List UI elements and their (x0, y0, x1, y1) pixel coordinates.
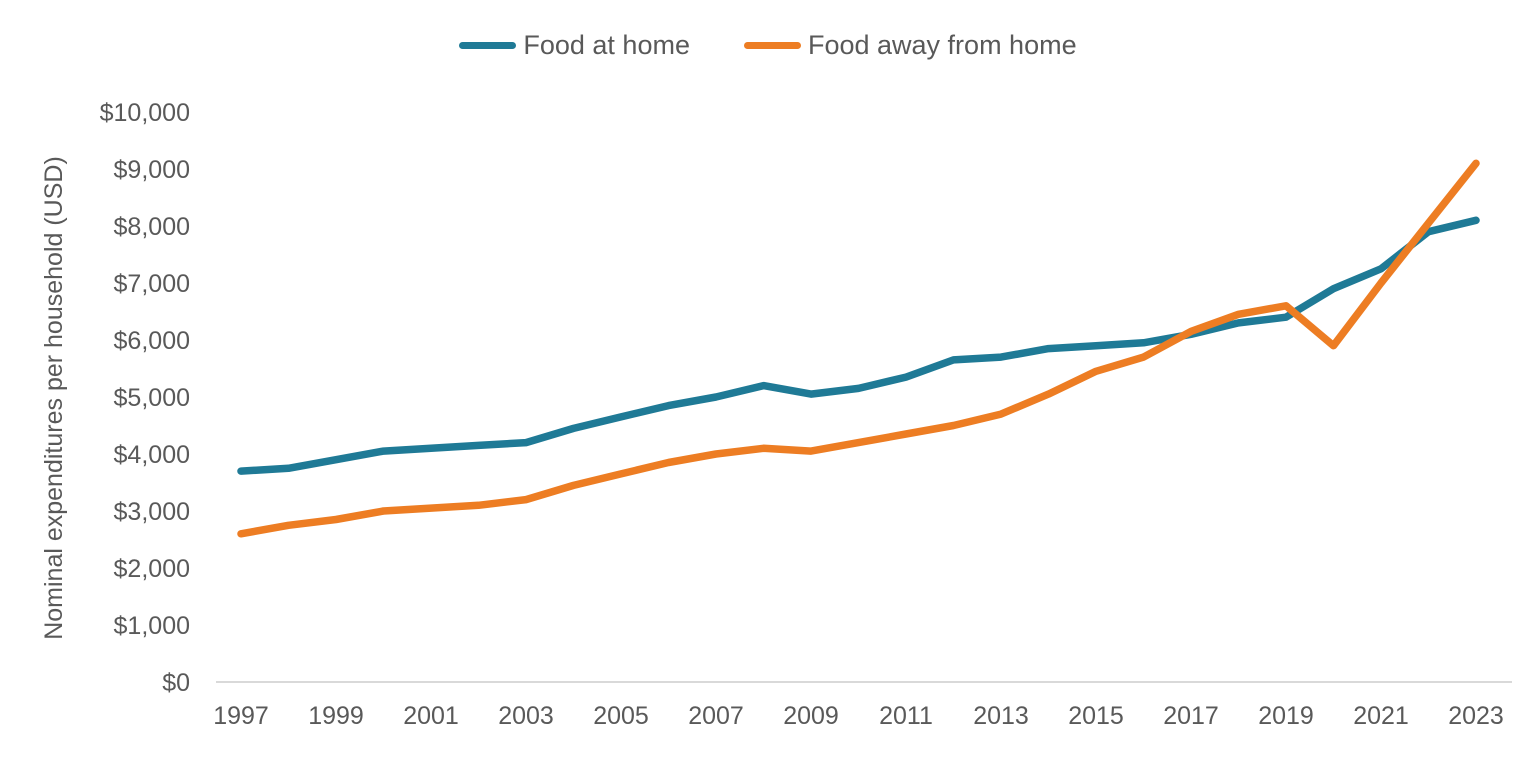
y-tick-label-5000: $5,000 (114, 384, 190, 412)
x-tick-label-2019: 2019 (1258, 702, 1314, 730)
tick-label-layer: $0 $1,000 $2,000 $3,000 $4,000 $5,000 $6,000 $7… (100, 99, 1504, 730)
y-axis-title: Nominal expenditures per household (USD) (40, 156, 68, 640)
x-tick-label-2009: 2009 (783, 702, 839, 730)
y-tick-label-3000: $3,000 (114, 498, 190, 526)
x-tick-label-2021: 2021 (1353, 702, 1409, 730)
x-tick-label-2001: 2001 (403, 702, 459, 730)
x-tick-label-2003: 2003 (498, 702, 554, 730)
y-tick-label-7000: $7,000 (114, 270, 190, 298)
x-tick-label-2005: 2005 (593, 702, 649, 730)
y-tick-label-0: $0 (162, 669, 190, 697)
series-layer (237, 159, 1480, 538)
y-tick-label-1000: $1,000 (114, 612, 190, 640)
x-tick-label-2011: 2011 (879, 702, 933, 730)
y-tick-label-2000: $2,000 (114, 555, 190, 583)
x-tick-label-1999: 1999 (308, 702, 364, 730)
x-tick-label-2013: 2013 (973, 702, 1029, 730)
x-tick-label-2015: 2015 (1068, 702, 1124, 730)
x-tick-label-1997: 1997 (213, 702, 269, 730)
x-tick-label-2017: 2017 (1163, 702, 1219, 730)
x-tick-label-2023: 2023 (1448, 702, 1504, 730)
y-tick-label-9000: $9,000 (114, 156, 190, 184)
y-tick-label-8000: $8,000 (114, 213, 190, 241)
y-tick-label-10000: $10,000 (100, 99, 190, 127)
series-line-food-at-home (237, 216, 1480, 475)
series-line-food-away-from-home (237, 159, 1480, 538)
y-tick-label-4000: $4,000 (114, 441, 190, 469)
x-tick-label-2007: 2007 (688, 702, 744, 730)
y-tick-label-6000: $6,000 (114, 327, 190, 355)
